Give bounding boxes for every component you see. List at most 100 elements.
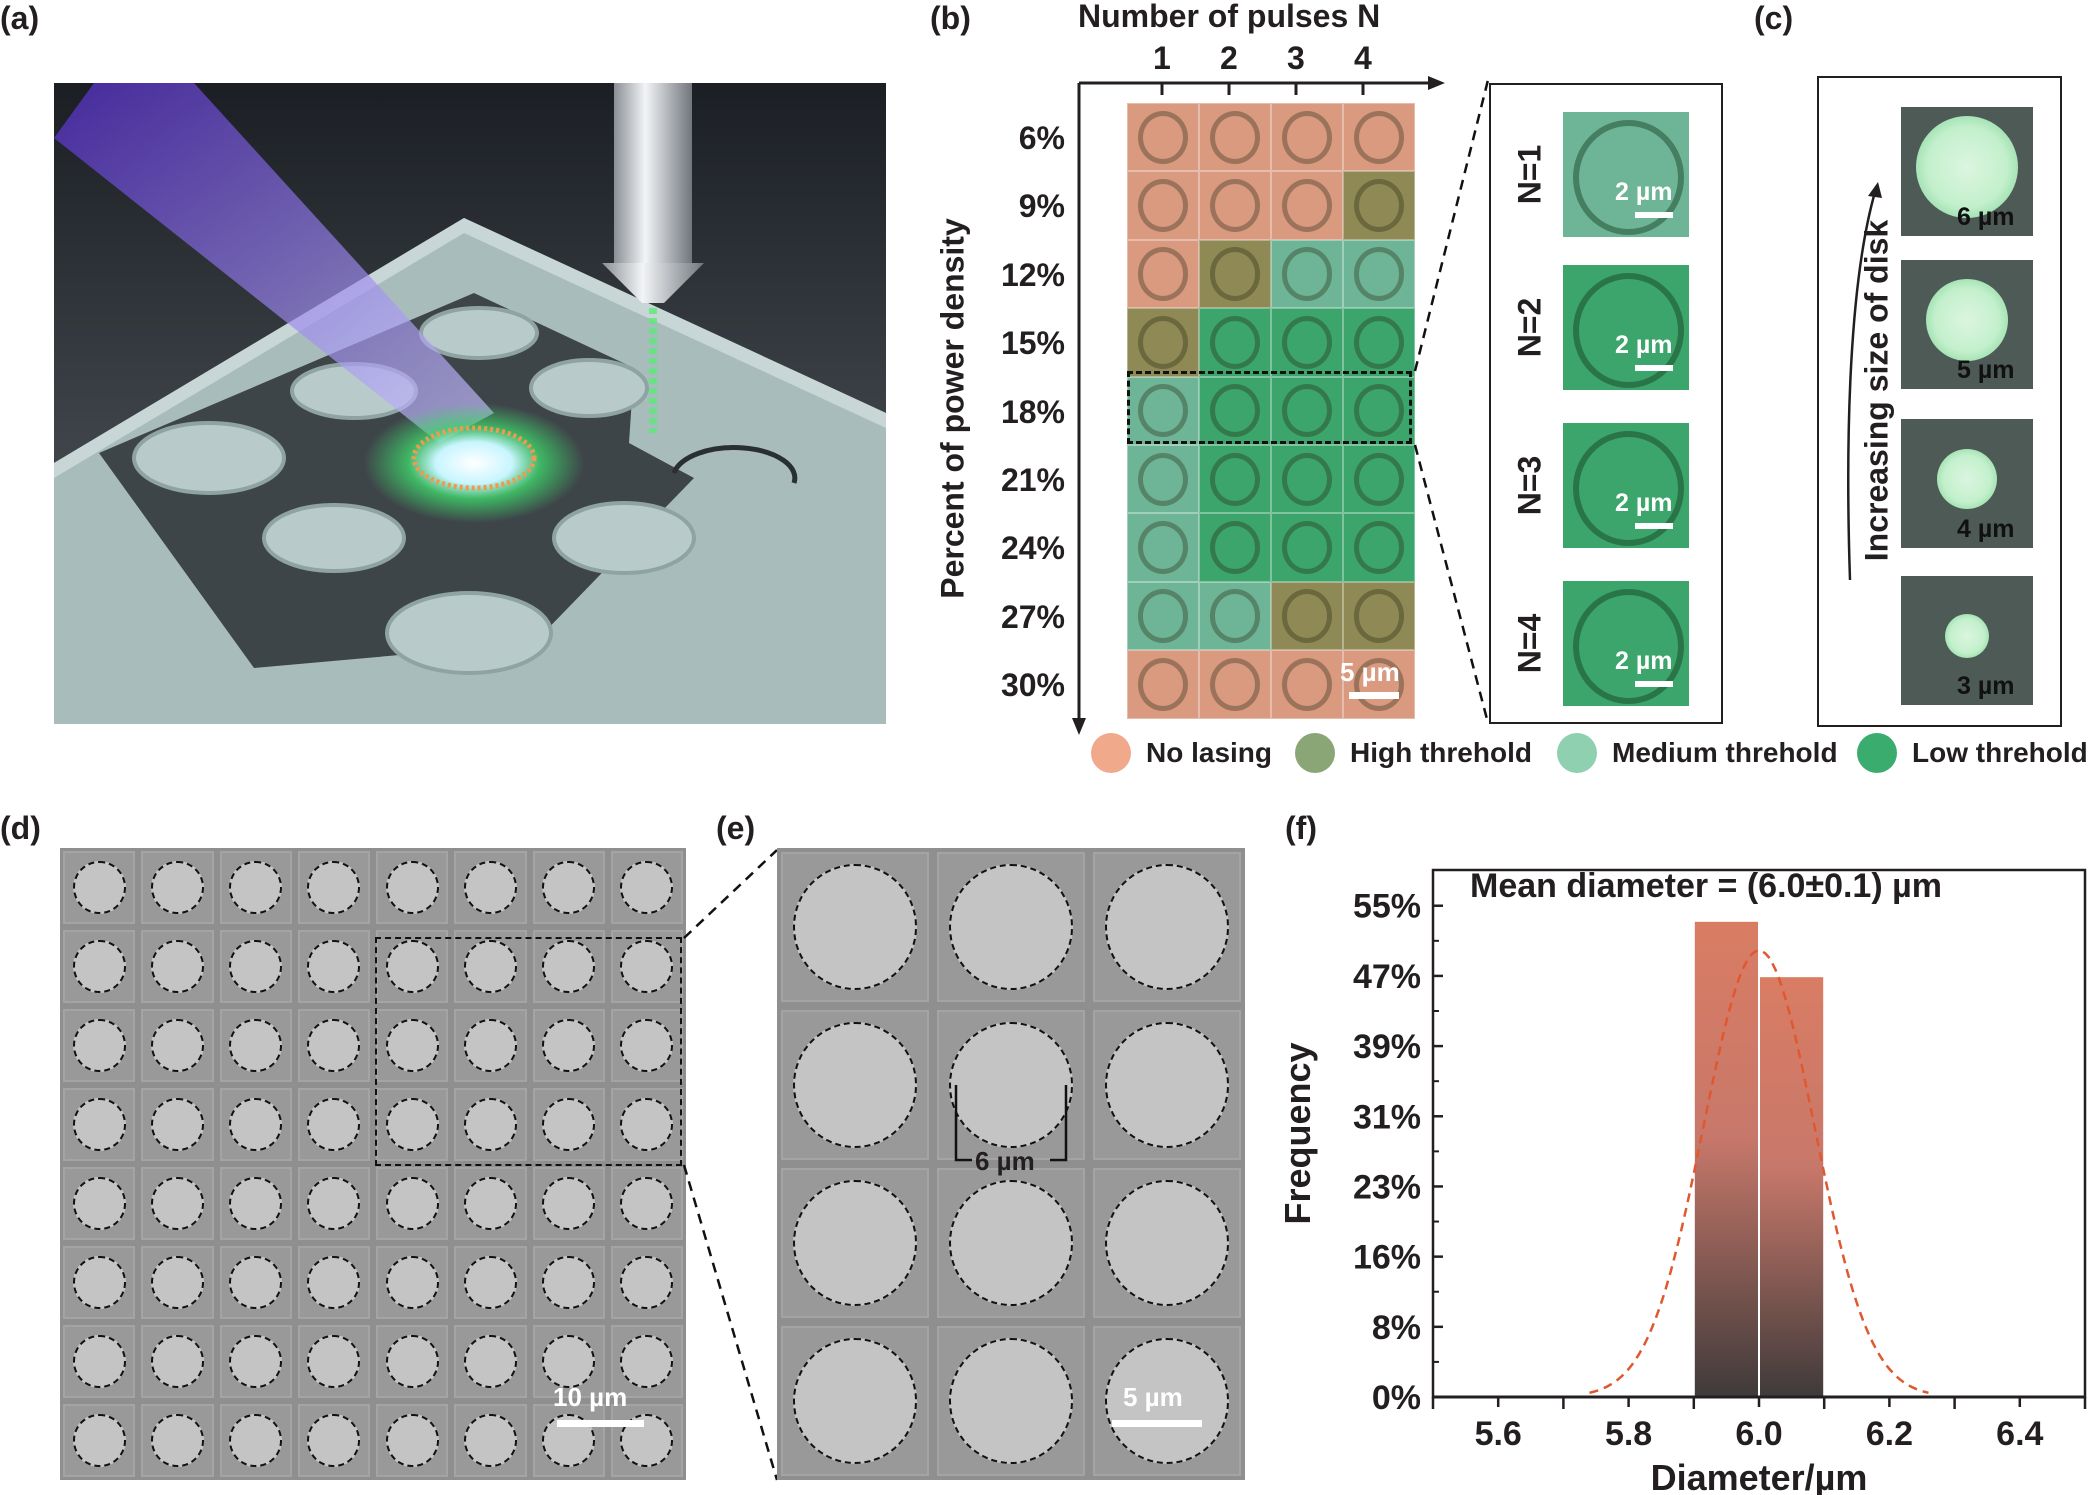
disk-ring [1281, 315, 1333, 369]
lasing-glow [364, 403, 584, 523]
power-density-label: 6% [1018, 120, 1065, 156]
sem-disk [307, 1018, 361, 1073]
power-density-label: 30% [1000, 667, 1065, 704]
sem-disk [792, 863, 918, 991]
sem-disk [542, 1097, 596, 1152]
x-tick-label: 6.2 [1866, 1415, 1913, 1453]
sem-disk [385, 1413, 439, 1468]
disk-ring [1209, 452, 1261, 506]
zoom-region-box [375, 937, 682, 1166]
panel-e-label: (e) [716, 810, 756, 846]
grid-cell-H [1343, 581, 1415, 651]
y-tick-label: 0% [1372, 1379, 1421, 1417]
sem-disk [150, 1334, 204, 1389]
sem-disk [229, 939, 283, 994]
disk-ring [1353, 315, 1405, 369]
dimension-label: 6 µm [975, 1146, 1035, 1176]
grid-cell-M [1343, 239, 1415, 309]
disk-ring [1209, 384, 1261, 438]
y-tick-label: 47% [1353, 958, 1421, 996]
grid-cell-N [1127, 103, 1199, 172]
sem-disk [307, 1255, 361, 1310]
sem-disk [542, 939, 596, 994]
sem-disk [542, 1018, 596, 1073]
disk-ring [1353, 247, 1405, 301]
inset-scale-bar [1635, 681, 1673, 687]
power-density-label: 18% [1000, 393, 1065, 430]
sem-disk [792, 1179, 918, 1307]
y-tick-label: 23% [1353, 1168, 1421, 1206]
disk-ring [1281, 657, 1333, 711]
disk-ring [1209, 657, 1261, 711]
sem-disk [620, 860, 674, 915]
sem-disk [72, 939, 126, 994]
e-scale-bar [1112, 1420, 1202, 1427]
grid-cell-N [1343, 650, 1415, 719]
disk-ring [1209, 110, 1261, 164]
x-axis-title: Diameter/µm [1651, 1457, 1868, 1495]
sem-disk [307, 860, 361, 915]
pulse-disk-image: 2 µm [1563, 112, 1689, 237]
legend-label: No lasing [1146, 737, 1273, 768]
grid-cell-N [1127, 650, 1199, 719]
disk-ring [1209, 589, 1261, 643]
inset-scale-bar [1635, 212, 1673, 218]
sem-disk [307, 939, 361, 994]
legend-dot [1557, 733, 1597, 773]
sem-disk [229, 1176, 283, 1231]
disk-size-label: 5 µm [1957, 356, 2015, 384]
grid-cell-N [1199, 103, 1271, 172]
grid-cell-L [1199, 445, 1271, 514]
sem-disk [948, 1337, 1074, 1465]
sem-disk [620, 1255, 674, 1310]
inset-scale-label: 2 µm [1615, 647, 1673, 675]
disk-emission-image: 6 µm [1901, 107, 2033, 236]
d-scale-bar [557, 1420, 644, 1427]
d-scale-label: 10 µm [553, 1382, 628, 1412]
sem-disk [463, 1334, 517, 1389]
panel-c-label: (c) [1754, 0, 1794, 36]
sem-disk [620, 1334, 674, 1389]
sem-disk [948, 863, 1074, 991]
sem-disk [620, 1018, 674, 1073]
panel-d-label: (d) [0, 810, 41, 846]
disk-ring [1137, 315, 1189, 369]
sem-disk [385, 939, 439, 994]
disk-ring [1573, 430, 1684, 546]
grid-cell-L [1271, 376, 1343, 445]
disk-ring [1137, 589, 1189, 643]
disk-ring [1281, 589, 1333, 643]
sem-disk [385, 1255, 439, 1310]
laser-beam [54, 83, 494, 443]
grid-cell-H [1199, 239, 1271, 309]
sem-disk [229, 1413, 283, 1468]
zoom-lines [1413, 79, 1490, 724]
grid-cell-N [1271, 650, 1343, 719]
axes-arrows [1072, 76, 1445, 735]
panel-a-label: (a) [0, 0, 40, 36]
sem-disk [542, 860, 596, 915]
x-tick-label: 6.4 [1996, 1415, 2043, 1453]
grid-cell-L [1199, 376, 1271, 445]
increasing-arrow [1847, 182, 1882, 581]
pulse-disk-image: 2 µm [1563, 265, 1689, 390]
disk-ring [1137, 657, 1189, 711]
disk-ring [1209, 315, 1261, 369]
pulse-label: N=1 [1511, 144, 1548, 205]
legend-label: Low threhold [1912, 737, 2088, 768]
sem-disk [542, 1255, 596, 1310]
disk-ring [1353, 657, 1405, 711]
disk-ring [1353, 384, 1405, 438]
grid-cell-N [1127, 239, 1199, 309]
grid-cell-L [1343, 308, 1415, 377]
grid-cell-L [1199, 308, 1271, 377]
sem-disk [948, 1021, 1074, 1149]
grid-cell-L [1199, 513, 1271, 582]
disk-ring [1353, 589, 1405, 643]
sem-disk [792, 1337, 918, 1465]
disk-size-panel [1817, 76, 2062, 727]
disk-ring [1353, 110, 1405, 164]
sem-disk [385, 1097, 439, 1152]
sem-disk [307, 1334, 361, 1389]
sem-disk [229, 1097, 283, 1152]
